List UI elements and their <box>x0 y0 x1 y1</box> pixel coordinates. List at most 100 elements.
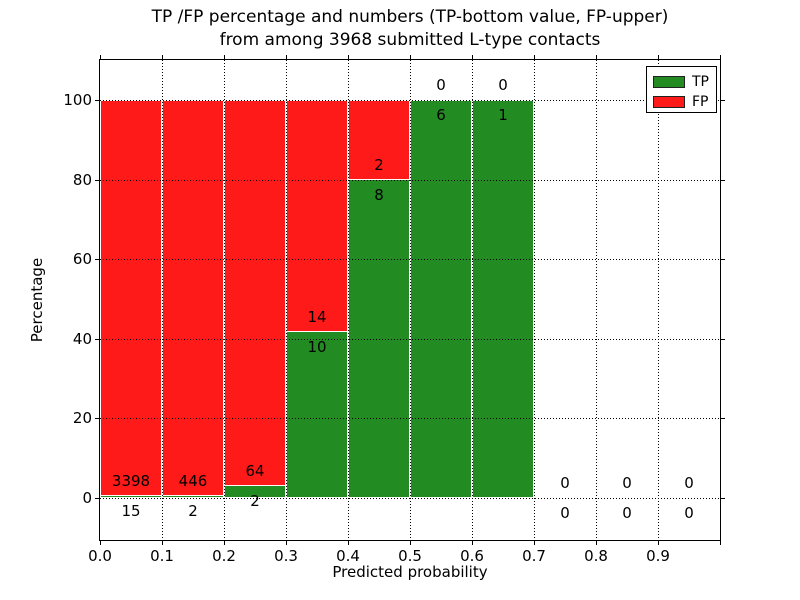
x-tick-mark <box>658 55 659 59</box>
y-tick-label: 80 <box>72 170 92 189</box>
x-tick-label: 0.9 <box>646 547 670 565</box>
x-tick-label: 0.1 <box>150 547 174 565</box>
tp-count-label: 0 <box>622 504 632 522</box>
tp-count-label: 0 <box>560 504 570 522</box>
tp-count-label: 2 <box>188 502 198 521</box>
fp-count-label: 0 <box>622 474 632 492</box>
y-tick-label: 100 <box>63 91 92 109</box>
bar-fp-segment <box>224 100 286 486</box>
gridline-vertical <box>410 60 411 540</box>
x-tick-label: 0.0 <box>88 547 112 565</box>
x-tick-label: 0.8 <box>584 547 608 565</box>
gridline-vertical <box>658 60 659 540</box>
y-tick-mark <box>95 418 99 420</box>
gridline-vertical <box>348 60 349 540</box>
y-tick-mark <box>95 100 99 101</box>
x-tick-mark <box>410 541 411 545</box>
bar-fp-segment <box>286 100 348 333</box>
y-tick-mark <box>95 338 99 340</box>
x-tick-mark <box>596 541 597 545</box>
x-tick-label: 0.2 <box>212 547 236 565</box>
tp-count-label: 2 <box>250 491 260 510</box>
gridline-vertical <box>224 60 225 540</box>
y-tick-mark <box>721 179 725 181</box>
y-tick-mark <box>721 338 725 340</box>
y-tick-label: 20 <box>72 409 92 428</box>
x-tick-mark <box>472 55 473 59</box>
bar-tp-segment <box>410 100 472 498</box>
tp-count-label: 8 <box>374 185 384 204</box>
y-tick-label: 60 <box>72 250 92 269</box>
fp-count-label: 0 <box>684 474 694 492</box>
plot-area <box>99 59 721 541</box>
gridline-vertical <box>472 60 473 540</box>
legend-swatch-tp-icon <box>653 76 685 88</box>
y-tick-mark <box>721 259 725 261</box>
x-tick-mark <box>472 541 473 545</box>
x-tick-label: 0.7 <box>522 547 546 565</box>
x-tick-mark <box>224 55 225 59</box>
bar-fp-segment <box>100 100 162 497</box>
legend-label-tp: TP <box>692 74 709 90</box>
gridline-vertical <box>534 60 535 540</box>
chart-title: TP /FP percentage and numbers (TP-bottom… <box>100 6 720 52</box>
chart-title-line2: from among 3968 submitted L-type contact… <box>219 30 601 50</box>
x-tick-mark <box>720 541 721 545</box>
x-tick-mark <box>162 541 163 545</box>
fp-count-label: 2 <box>374 155 384 174</box>
x-tick-mark <box>534 55 535 59</box>
x-axis-label: Predicted probability <box>332 563 488 581</box>
tp-count-label: 15 <box>121 502 141 521</box>
x-tick-mark <box>224 541 225 545</box>
x-tick-mark <box>162 55 163 59</box>
bar-tp-segment <box>472 100 534 498</box>
bar-fp-segment <box>162 100 224 497</box>
x-tick-mark <box>596 55 597 59</box>
fp-count-label: 64 <box>245 461 265 480</box>
fp-count-label: 0 <box>498 76 508 94</box>
y-tick-label: 40 <box>72 329 92 348</box>
x-tick-mark <box>658 541 659 545</box>
x-tick-mark <box>348 55 349 59</box>
fp-count-label: 14 <box>307 308 327 327</box>
tp-count-label: 10 <box>307 338 327 357</box>
x-tick-label: 0.3 <box>274 547 298 565</box>
legend-label-fp: FP <box>692 94 709 110</box>
y-tick-mark <box>95 179 99 181</box>
x-tick-mark <box>720 55 721 59</box>
bar-tp-segment <box>100 496 162 498</box>
fp-count-label: 3398 <box>111 472 151 491</box>
y-tick-label: 0 <box>82 489 92 507</box>
y-tick-mark <box>95 259 99 261</box>
y-axis-label: Percentage <box>28 257 46 343</box>
gridline-vertical <box>162 60 163 540</box>
x-tick-label: 0.6 <box>460 547 484 565</box>
x-tick-mark <box>534 541 535 545</box>
y-tick-mark <box>721 100 725 101</box>
x-tick-label: 0.5 <box>398 547 422 565</box>
tp-count-label: 1 <box>498 106 508 124</box>
y-tick-mark <box>95 498 99 499</box>
gridline-vertical <box>596 60 597 540</box>
fp-count-label: 0 <box>560 474 570 492</box>
tp-count-label: 0 <box>684 504 694 522</box>
legend-swatch-fp-icon <box>653 96 685 108</box>
legend-item-fp: FP <box>653 92 716 112</box>
legend-item-tp: TP <box>653 72 716 92</box>
bar-tp-segment <box>286 332 348 498</box>
gridline-vertical <box>286 60 287 540</box>
x-tick-mark <box>286 55 287 59</box>
fp-count-label: 446 <box>178 472 208 491</box>
fp-count-label: 0 <box>436 76 446 94</box>
x-tick-mark <box>348 541 349 545</box>
x-tick-mark <box>100 541 101 545</box>
legend: TP FP <box>646 66 717 113</box>
x-tick-mark <box>286 541 287 545</box>
y-tick-mark <box>721 498 725 499</box>
tp-count-label: 6 <box>436 106 446 124</box>
y-tick-mark <box>721 418 725 420</box>
x-tick-mark <box>410 55 411 59</box>
chart-title-line1: TP /FP percentage and numbers (TP-bottom… <box>151 7 669 27</box>
x-tick-mark <box>100 55 101 59</box>
